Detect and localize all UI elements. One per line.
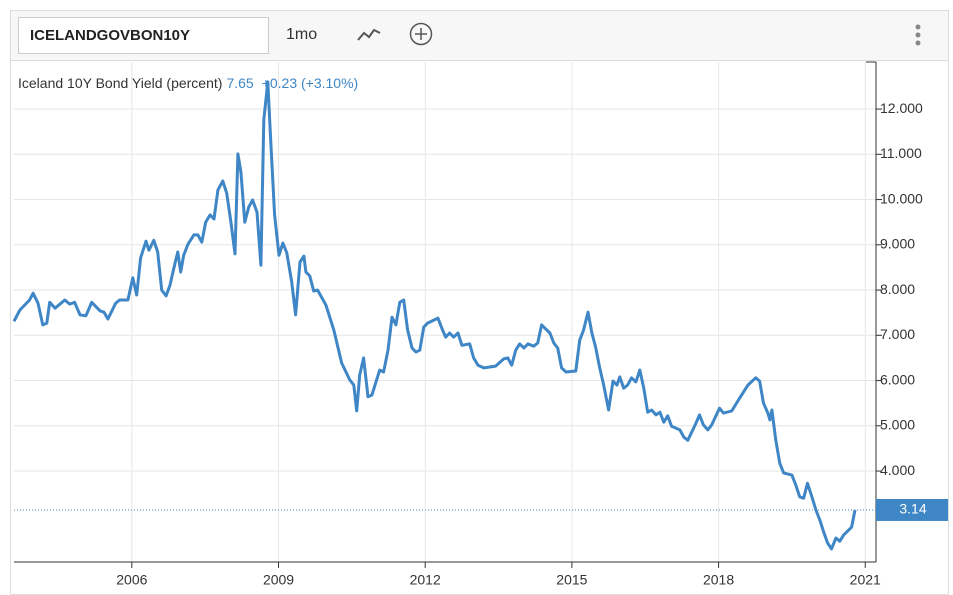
last-value-box bbox=[876, 498, 948, 521]
menu-dot bbox=[915, 40, 921, 46]
x-tick-label: 2015 bbox=[556, 572, 587, 588]
symbol-text: ICELANDGOVBON10Y bbox=[30, 27, 190, 44]
menu-dot bbox=[915, 32, 921, 38]
x-tick-label: 2021 bbox=[850, 572, 881, 588]
y-tick-label: 10.000 bbox=[880, 190, 923, 206]
period-button[interactable]: 1mo bbox=[286, 26, 317, 43]
y-tick-label: 7.000 bbox=[880, 326, 915, 342]
x-tick-label: 2018 bbox=[703, 572, 734, 588]
legend-change: +0.23 (+3.10%) bbox=[262, 75, 359, 91]
add-icon[interactable] bbox=[409, 22, 433, 46]
y-tick-label: 12.000 bbox=[880, 100, 923, 116]
symbol-input[interactable] bbox=[18, 17, 269, 54]
legend-value: 7.65 bbox=[226, 75, 253, 91]
x-tick-label: 2009 bbox=[263, 572, 294, 588]
x-tick-label: 2012 bbox=[410, 572, 441, 588]
y-tick-label: 6.000 bbox=[880, 371, 915, 387]
legend-name: Iceland 10Y Bond Yield (percent) bbox=[18, 75, 222, 91]
plot: 4.000 5.000 6.000 7.000 8.000 9.000 10.000 11.0… bbox=[12, 61, 948, 588]
add-circle bbox=[409, 22, 433, 46]
y-tick-label: 9.000 bbox=[880, 236, 915, 252]
last-value-label: 3.14 bbox=[899, 501, 926, 517]
frame bbox=[10, 10, 949, 595]
y-tick-label: 11.000 bbox=[880, 145, 922, 161]
y-tick-label: 5.000 bbox=[880, 417, 915, 433]
menu-icon[interactable] bbox=[915, 24, 921, 46]
chart-type-icon[interactable] bbox=[357, 28, 381, 41]
y-tick-label: 8.000 bbox=[880, 281, 915, 297]
y-tick-label: 4.000 bbox=[880, 462, 915, 478]
menu-dot bbox=[915, 24, 921, 30]
x-tick-label: 2006 bbox=[116, 572, 147, 588]
legend: Iceland 10Y Bond Yield (percent) 7.65 +0.2… bbox=[18, 75, 358, 91]
series-line bbox=[12, 80, 857, 551]
